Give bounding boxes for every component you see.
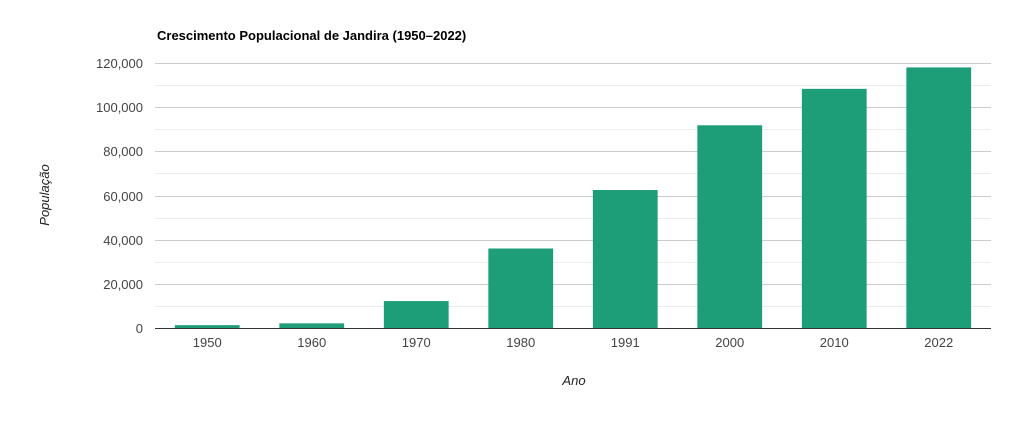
x-axis-title: Ano: [561, 373, 585, 388]
y-tick-label: 0: [136, 321, 143, 336]
y-tick-label: 60,000: [103, 189, 143, 204]
bar: [279, 323, 345, 328]
x-tick-label: 2000: [715, 335, 744, 350]
chart-title: Crescimento Populacional de Jandira (195…: [157, 28, 466, 43]
bar: [488, 248, 554, 328]
y-tick-label: 40,000: [103, 233, 143, 248]
y-axis-ticks: 0 20,000 40,000 60,000 80,000 100,000 120,000: [96, 56, 143, 336]
y-tick-label: 20,000: [103, 277, 143, 292]
y-tick-label: 100,000: [96, 100, 143, 115]
bar: [383, 301, 449, 328]
x-tick-label: 1960: [297, 335, 326, 350]
bar: [697, 125, 763, 329]
bar: [592, 189, 658, 328]
y-tick-label: 120,000: [96, 56, 143, 71]
x-tick-label: 2022: [924, 335, 953, 350]
x-axis-ticks: 1950 1960 1970 1980 1991 2000 2010 2022: [193, 335, 953, 350]
x-tick-label: 1991: [611, 335, 640, 350]
x-tick-label: 1980: [506, 335, 535, 350]
bar: [174, 325, 240, 328]
bar: [801, 88, 867, 329]
x-tick-label: 2010: [820, 335, 849, 350]
bar: [906, 67, 972, 329]
x-tick-label: 1950: [193, 335, 222, 350]
bars: [174, 67, 972, 329]
x-tick-label: 1970: [402, 335, 431, 350]
y-axis-title: População: [37, 164, 52, 225]
y-tick-label: 80,000: [103, 144, 143, 159]
